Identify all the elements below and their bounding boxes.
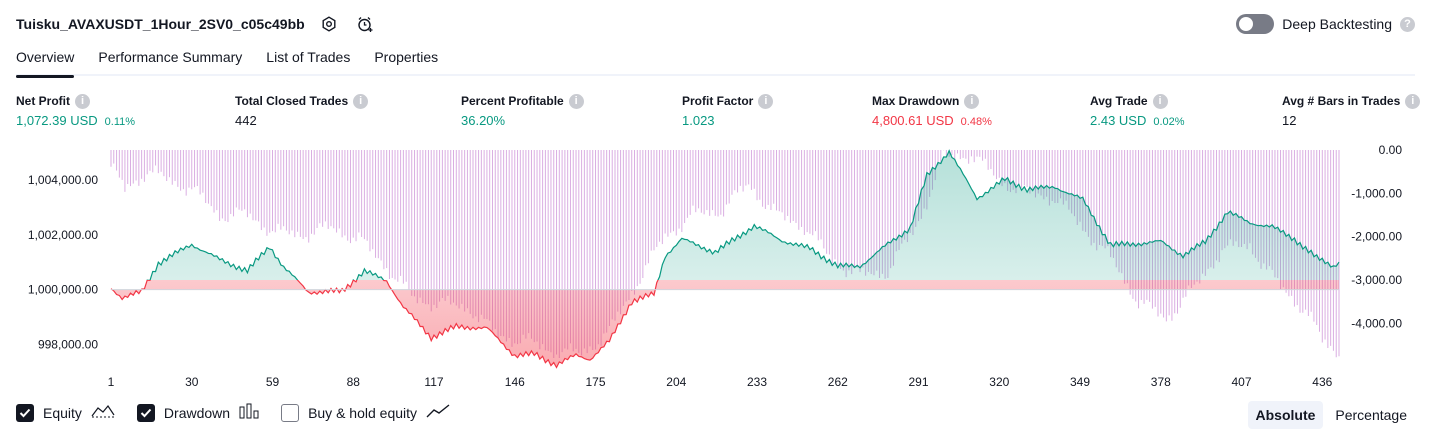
equity-series [110,149,1340,369]
x-axis-tick: 88 [347,375,361,389]
legend-label: Buy & hold equity [308,404,418,421]
x-axis-tick: 117 [424,375,443,389]
equity-line-profit [146,149,1340,280]
help-icon[interactable]: i [353,93,369,109]
legend-label: Equity [43,404,82,421]
metric-value: 1.023 [682,113,715,128]
left-axis: 1,004,000.00 1,002,000.00 1,000,000.00 998,… [28,173,98,351]
metric-value: 1,072.39 USD [16,113,98,128]
metric-label: Max Drawdown [872,94,960,108]
tab-performance-summary[interactable]: Performance Summary [98,49,243,65]
metric-profit-factor: Profit Factor i 1.023 [682,93,774,128]
drawdown-bars-icon [239,403,259,422]
metric-percent-profitable: Percent Profitable i 36.20% [461,93,584,128]
metric-label: Percent Profitable [461,94,564,108]
help-icon[interactable]: i [75,93,90,109]
x-axis-tick: 146 [505,375,525,389]
right-axis-tick: 0.00 [1379,143,1403,157]
equity-drawdown-chart[interactable]: 1,004,000.00 1,002,000.00 1,000,000.00 998,… [0,140,1431,395]
metric-label: Avg Trade [1090,94,1148,108]
absolute-button[interactable]: Absolute [1247,401,1324,429]
legend-label: Drawdown [163,404,231,421]
left-axis-tick: 1,002,000.00 [28,228,98,242]
add-alert-icon[interactable] [353,12,377,36]
deep-backtesting-toggle[interactable] [1236,14,1275,34]
metric-value: 2.43 USD [1090,113,1147,128]
metric-value: 442 [235,113,257,128]
metric-percent: 0.48% [960,116,992,128]
equity-line-icon [91,403,115,422]
legend-equity[interactable]: Equity [16,403,115,422]
metric-value: 12 [1282,113,1297,128]
metric-percent: 0.02% [1153,116,1185,128]
x-axis-tick: 291 [908,375,928,389]
help-icon[interactable]: i [1152,93,1168,109]
x-axis-tick: 349 [1070,375,1090,389]
tab-bar: Overview Performance Summary List of Tra… [16,44,1415,78]
metric-label: Total Closed Trades [235,94,349,108]
right-axis-tick: -1,000.00 [1351,186,1402,200]
x-axis-tick: 320 [989,375,1009,389]
strategy-header: Tuisku_AVAXUSDT_1Hour_2SV0_c05c49bb [16,12,377,36]
x-axis-tick: 436 [1312,375,1332,389]
x-axis-tick: 262 [828,375,848,389]
metric-total-closed-trades: Total Closed Trades i 442 [235,93,369,128]
right-axis-tick: -2,000.00 [1351,230,1402,244]
help-icon[interactable]: i [758,93,774,109]
metric-value: 4,800.61 USD [872,113,954,128]
metric-label: Net Profit [16,94,70,108]
drawdown-checkbox[interactable] [136,403,155,422]
tab-list-of-trades[interactable]: List of Trades [266,49,351,65]
equity-profit-area [150,150,1339,280]
deep-backtesting: Deep Backtesting ? [1236,12,1415,36]
x-axis: 1 30 59 88 117 146 175 204 233 262 291 320 349 378 407… [108,375,1333,389]
metric-value: 36.20% [461,113,506,128]
percentage-button[interactable]: Percentage [1335,407,1407,423]
metric-label: Avg # Bars in Trades [1282,94,1401,108]
x-axis-tick: 1 [108,375,115,389]
x-axis-tick: 59 [266,375,280,389]
chart-legend: Equity Drawdown Buy & hold equity [16,403,450,422]
deep-backtesting-label: Deep Backtesting [1282,16,1392,32]
x-axis-tick: 378 [1151,375,1171,389]
left-axis-tick: 998,000.00 [38,337,98,351]
right-axis-tick: -3,000.00 [1351,273,1402,287]
x-axis-tick: 30 [185,375,199,389]
metric-percent: 0.11% [104,116,136,128]
buy-hold-line-icon [426,403,450,422]
buy-hold-checkbox[interactable] [281,403,300,422]
settings-icon[interactable] [317,12,341,36]
help-icon[interactable]: ? [1400,16,1415,32]
right-axis: 0.00 -1,000.00 -2,000.00 -3,000.00 -4,000.00 [1351,143,1402,330]
help-icon[interactable]: i [1405,93,1421,109]
strategy-name: Tuisku_AVAXUSDT_1Hour_2SV0_c05c49bb [16,16,305,32]
metric-max-drawdown: Max Drawdown i 4,800.61 USD 0.48% [872,93,992,128]
view-mode-toggle: Absolute Percentage [1247,401,1416,429]
left-axis-tick: 1,000,000.00 [28,283,98,297]
legend-buy-hold-equity[interactable]: Buy & hold equity [281,403,450,422]
x-axis-tick: 204 [666,375,686,389]
x-axis-tick: 175 [585,375,605,389]
tab-overview[interactable]: Overview [16,44,75,78]
x-axis-tick: 407 [1231,375,1251,389]
metric-net-profit: Net Profit i 1,072.39 USD 0.11% [16,93,135,128]
metric-avg-trade: Avg Trade i 2.43 USD 0.02% [1090,93,1185,128]
metric-avg-bars-in-trades: Avg # Bars in Trades i 12 [1282,93,1421,128]
equity-line-loss [110,280,659,369]
legend-drawdown[interactable]: Drawdown [136,403,259,422]
drawdown-series [110,150,1340,358]
metric-label: Profit Factor [682,94,754,108]
help-icon[interactable]: i [568,93,584,109]
tab-properties[interactable]: Properties [374,49,439,65]
help-icon[interactable]: i [964,93,980,109]
right-axis-tick: -4,000.00 [1351,316,1402,330]
left-axis-tick: 1,004,000.00 [28,173,98,187]
equity-loss-area [111,280,1339,368]
x-axis-tick: 233 [747,375,767,389]
equity-checkbox[interactable] [16,403,34,422]
